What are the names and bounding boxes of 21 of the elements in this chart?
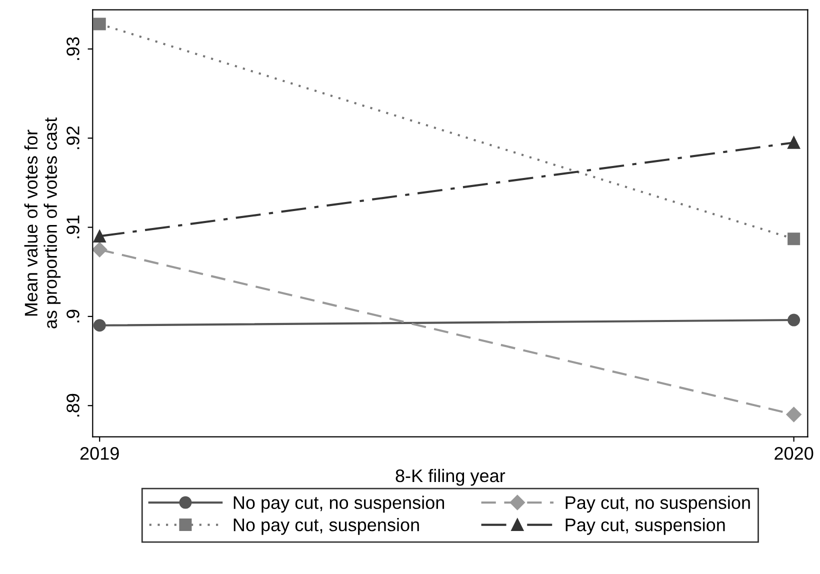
legend-label: Pay cut, no suspension [566,496,750,513]
y-axis-title: Mean value of votes for as proportion of votes cast [24,118,61,328]
point [92,242,108,258]
y-tick-label: .92 [66,126,80,150]
legend-label: Pay cut, suspension [566,518,725,535]
x-tick-label: 2020 [774,447,814,460]
legend-label: No pay cut, no suspension [234,496,444,513]
point [788,314,800,326]
y-tick-label: .89 [66,394,80,417]
y-tick-label: .9 [66,310,80,322]
y-tick-label: .93 [66,37,80,60]
point [786,406,802,422]
point [93,230,106,242]
x-axis-title: 8-K filing year [396,468,506,486]
point [93,319,106,332]
point [788,136,800,149]
legend-label: No pay cut, suspension [234,518,419,535]
point [93,18,106,30]
x-tick-label: 2019 [80,447,119,460]
y-tick-label: .91 [66,216,80,238]
point [788,232,800,246]
